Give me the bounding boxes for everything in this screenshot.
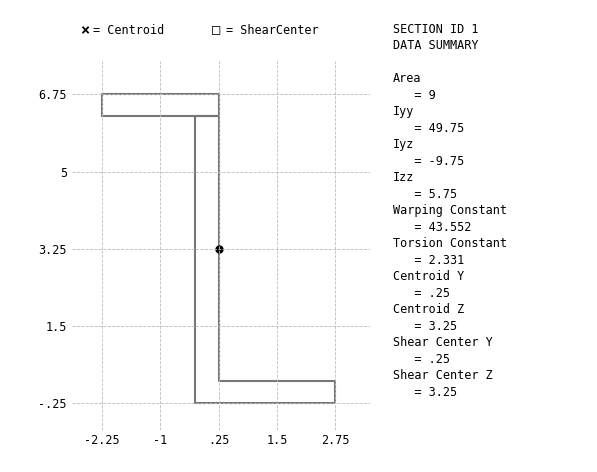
Text: SECTION ID 1
DATA SUMMARY

Area
   = 9
Iyy
   = 49.75
Iyz
   = -9.75
Izz
   = 5.: SECTION ID 1 DATA SUMMARY Area = 9 Iyy =… — [393, 23, 507, 399]
Text: = ShearCenter: = ShearCenter — [226, 24, 318, 37]
Text: ×: × — [81, 23, 90, 38]
Text: □: □ — [212, 24, 220, 38]
Text: = Centroid: = Centroid — [93, 24, 164, 37]
